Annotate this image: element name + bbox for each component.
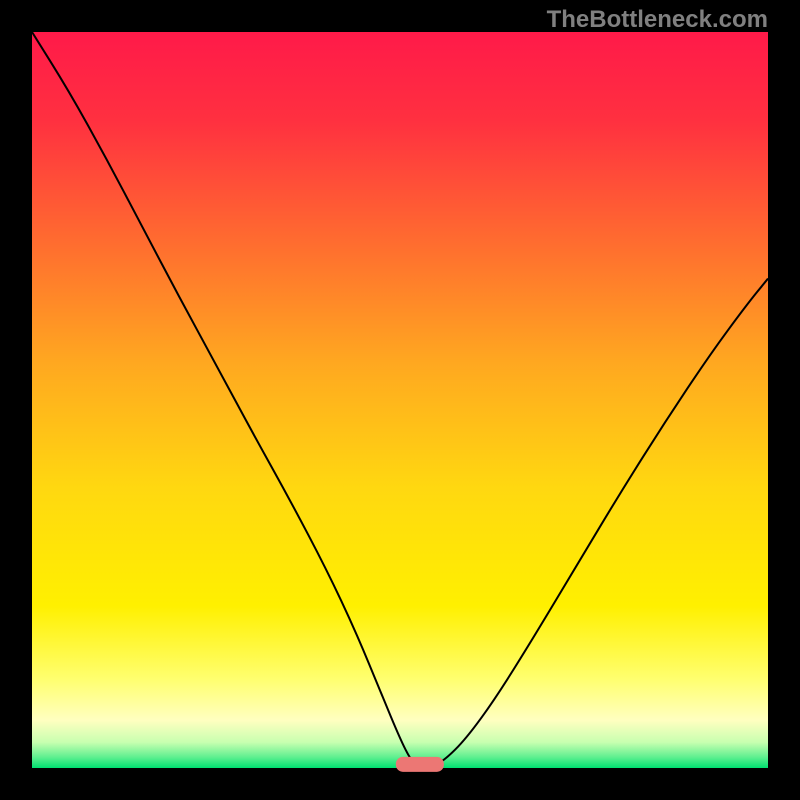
bottleneck-curve-layer [0,0,800,800]
watermark-text: TheBottleneck.com [547,6,768,34]
bottleneck-curve [32,32,768,768]
optimal-marker [396,757,444,772]
